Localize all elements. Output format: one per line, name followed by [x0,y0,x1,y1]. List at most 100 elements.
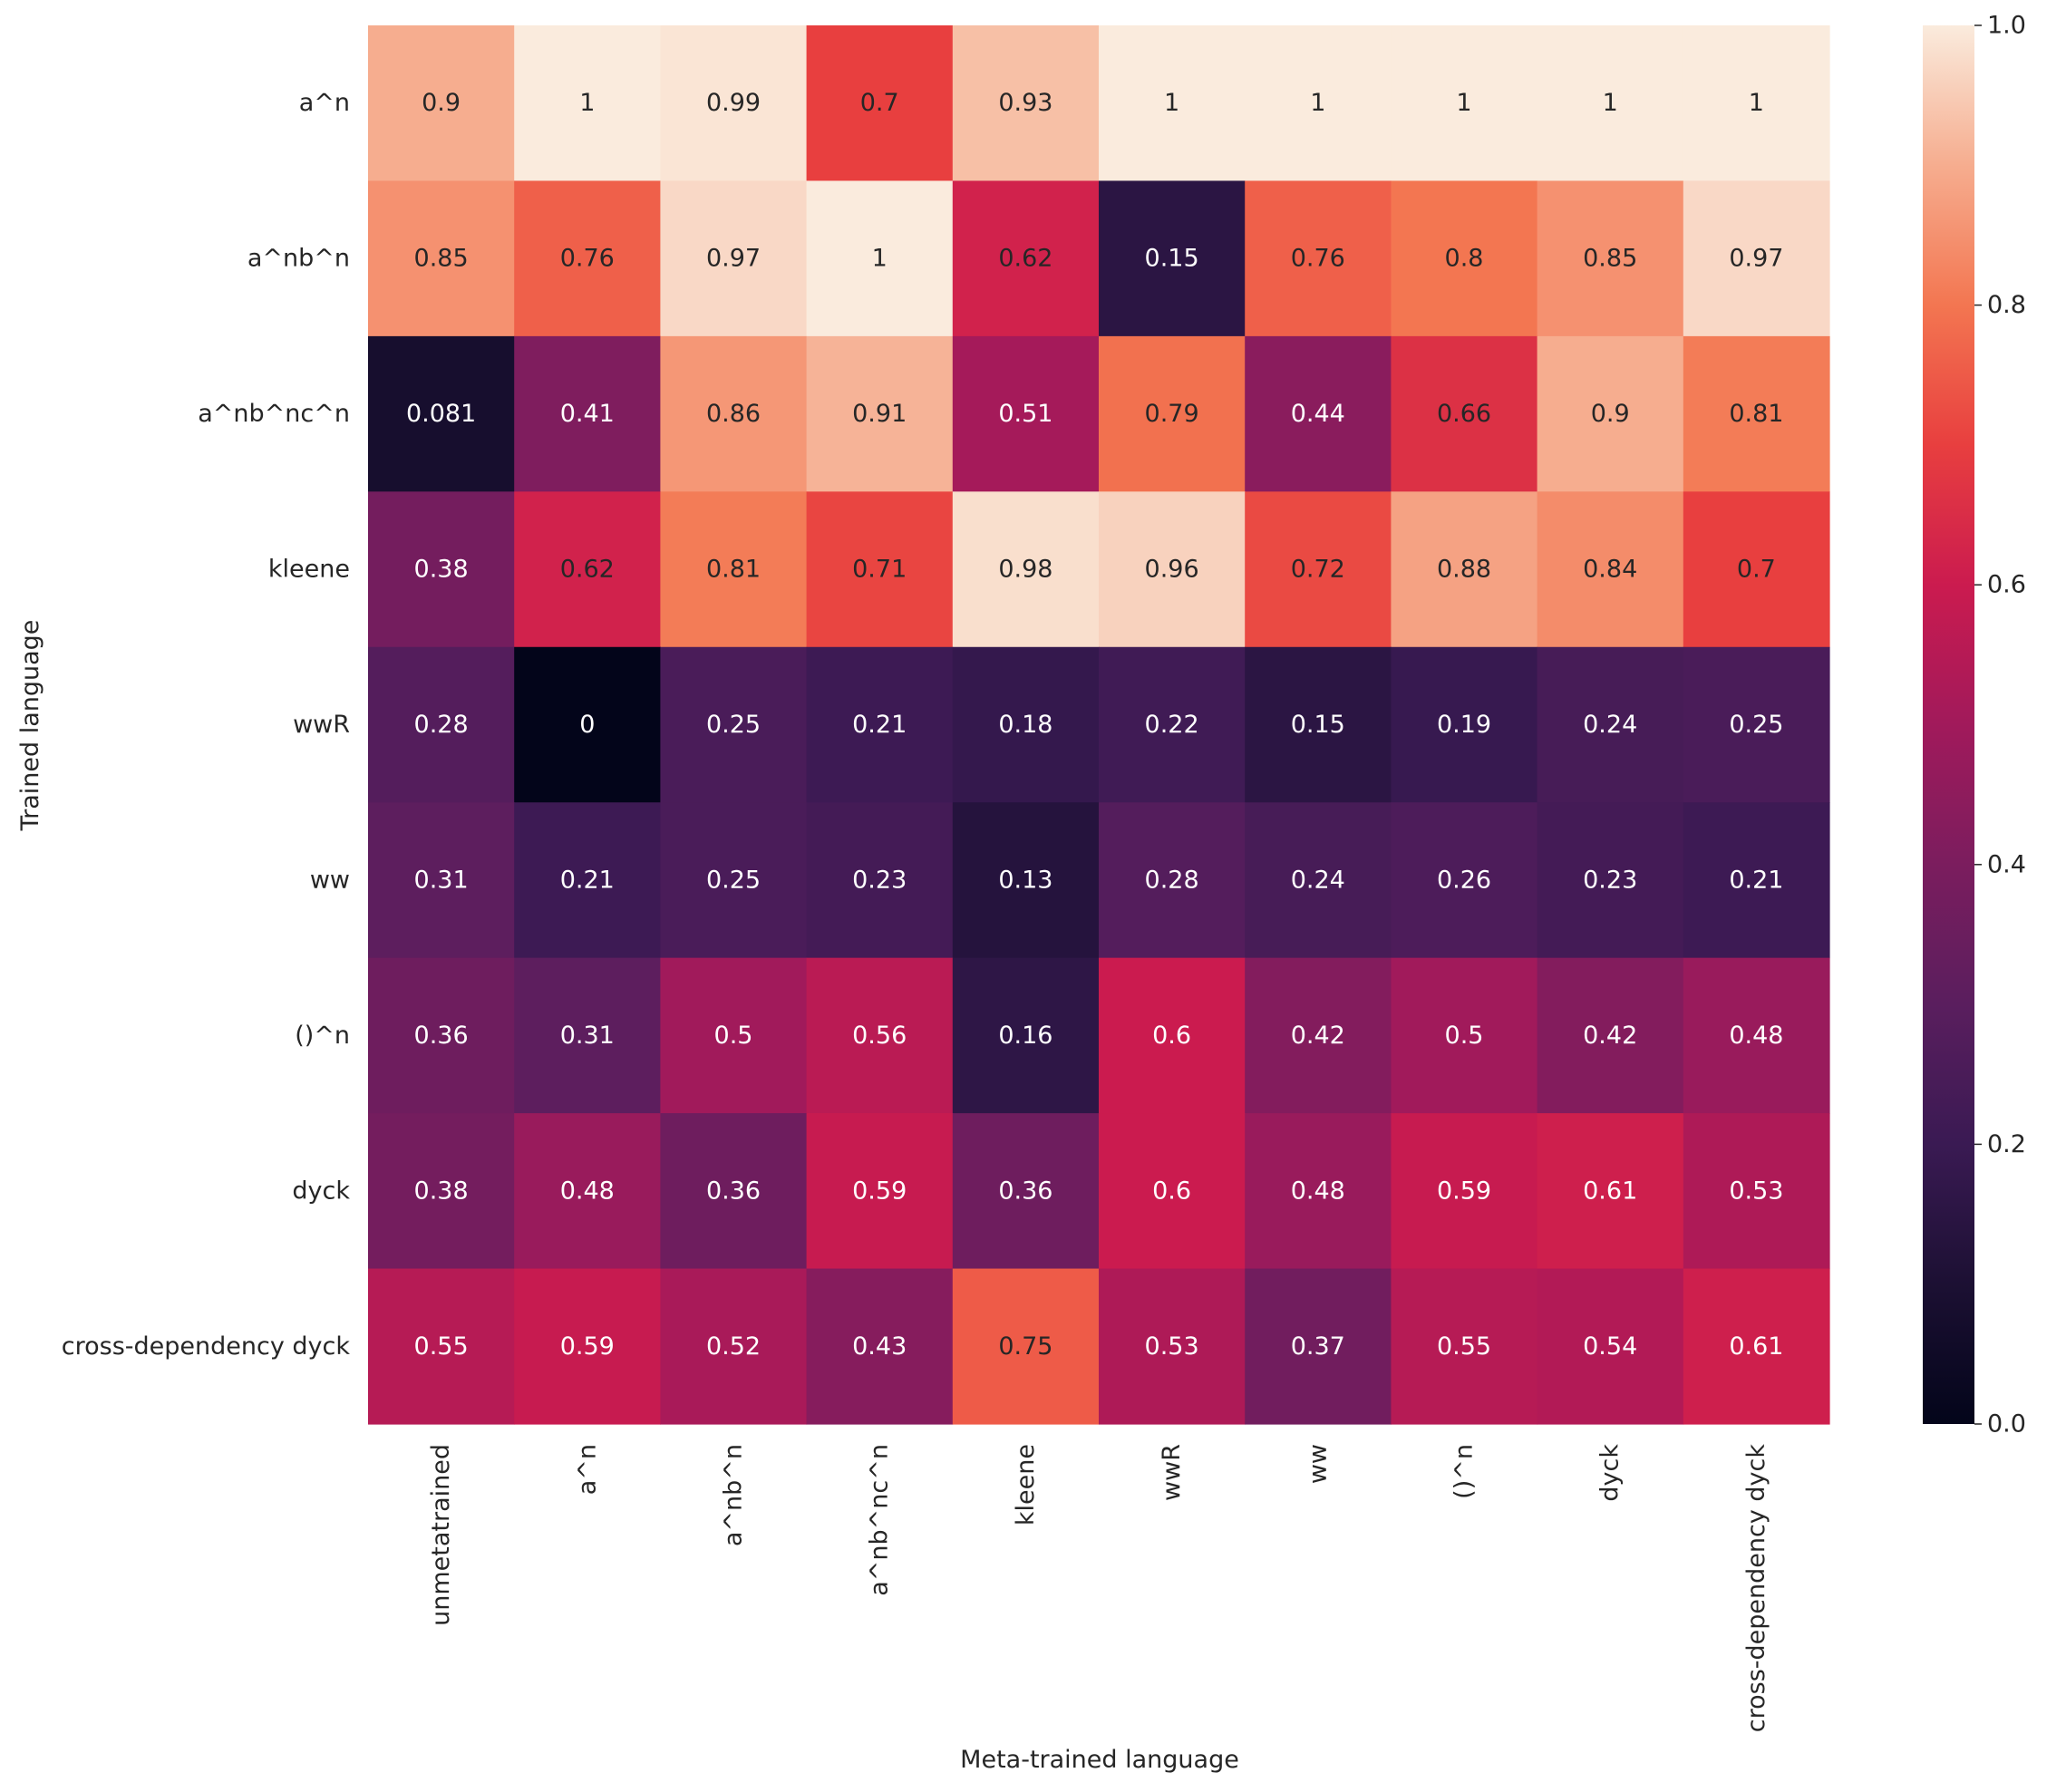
cell-value-label: 0.72 [1291,556,1345,584]
cell-value-label: 0.42 [1583,1022,1637,1050]
heatmap-cell-labels: 0.9 1 0.99 0.7 0.93 1 1 1 1 10.85 0.76 0.97 1 0.62 0.1… [406,89,1784,1361]
colorbar-tick-label: 0.2 [1987,1130,2026,1158]
heatmap-cell [1683,180,1830,337]
heatmap-cells [368,25,1830,1425]
heatmap-cell [514,335,661,492]
heatmap-cell [952,1113,1100,1270]
heatmap-cell [952,646,1100,803]
cell-value-label: 0.6 [1152,1022,1191,1050]
heatmap-cell [1391,180,1538,337]
cell-value-label: 0.96 [1145,556,1199,584]
cell-value-label: 0.84 [1583,556,1637,584]
cell-value-label: 0.81 [706,556,761,584]
cell-value-label: 0.36 [998,1177,1052,1205]
heatmap-cell [1391,491,1538,648]
cell-value-label: 0.55 [1437,1332,1491,1361]
cell-value-label: 0.53 [1729,1177,1783,1205]
cell-value-label: 0.86 [706,400,761,428]
heatmap-cell [1683,335,1830,492]
x-tick-label: ww [1304,1444,1332,1484]
cell-value-label: 0.76 [560,245,615,273]
heatmap-cell [1099,802,1246,959]
heatmap-cell [368,802,515,959]
cell-value-label: 0.13 [998,866,1052,894]
cell-value-label: 0.7 [860,89,899,117]
heatmap-cell [1391,25,1538,182]
cell-value-label: 0.37 [1291,1332,1345,1361]
heatmap-cell [660,180,808,337]
heatmap-cell [1245,1113,1392,1270]
cell-value-label: 0.59 [852,1177,907,1205]
cell-value-label: 0.24 [1583,711,1637,739]
cell-value-label: 0.55 [414,1332,469,1361]
heatmap-cell [660,802,808,959]
heatmap-cell [1537,646,1684,803]
cell-value-label: 0.62 [560,556,615,584]
cell-value-label: 0.93 [998,89,1052,117]
cell-value-label: 0.54 [1583,1332,1637,1361]
cell-value-label: 0.97 [706,245,761,273]
cell-value-label: 0.25 [706,711,761,739]
heatmap-cell [1099,25,1246,182]
cell-value-label: 0.66 [1437,400,1491,428]
heatmap-cell [1245,957,1392,1114]
colorbar [1923,25,1974,1424]
colorbar-tick-label: 0.6 [1987,571,2026,599]
heatmap-cell [952,957,1100,1114]
heatmap-cell [660,25,808,182]
cell-value-label: 0.48 [1291,1177,1345,1205]
cell-value-label: 0.43 [852,1332,907,1361]
heatmap-cell [806,646,954,803]
cell-value-label: 0.97 [1729,245,1783,273]
cell-value-label: 0.081 [406,400,476,428]
cell-value-label: 0.5 [1445,1022,1484,1050]
x-tick-label: a^nb^nc^n [866,1444,894,1596]
cell-value-label: 0.19 [1437,711,1491,739]
heatmap-cell [368,25,515,182]
cell-value-label: 0.98 [998,556,1052,584]
heatmap-cell [368,957,515,1114]
cell-value-label: 0.91 [852,400,907,428]
cell-value-label: 0.59 [560,1332,615,1361]
heatmap-cell [660,335,808,492]
cell-value-label: 1 [1456,89,1471,117]
heatmap-cell [1099,1268,1246,1425]
y-tick-label: dyck [292,1177,350,1205]
heatmap-cell [806,1268,954,1425]
y-tick-label: a^n [299,89,350,117]
colorbar-tick-labels: 0.0 0.2 0.4 0.6 0.8 1.0 [1974,12,2026,1438]
heatmap-cell [1537,802,1684,959]
cell-value-label: 0.15 [1145,245,1199,273]
cell-value-label: 0.85 [1583,245,1637,273]
cell-value-label: 0.61 [1583,1177,1637,1205]
heatmap-cell [1245,180,1392,337]
cell-value-label: 0.76 [1291,245,1345,273]
cell-value-label: 0 [579,711,595,739]
heatmap-cell [514,646,661,803]
y-tick-label: wwR [293,711,350,739]
heatmap-cell [1245,25,1392,182]
y-tick-label: ()^n [295,1022,350,1050]
heatmap-cell [514,802,661,959]
cell-value-label: 0.23 [1583,866,1637,894]
heatmap-cell [952,1268,1100,1425]
heatmap-cell [1683,646,1830,803]
cell-value-label: 0.59 [1437,1177,1491,1205]
heatmap-cell [1683,25,1830,182]
heatmap-cell [1391,1268,1538,1425]
cell-value-label: 1 [579,89,595,117]
heatmap-cell [1537,1113,1684,1270]
cell-value-label: 0.44 [1291,400,1345,428]
y-axis-label: Trained language [16,620,44,832]
heatmap-cell [1099,180,1246,337]
heatmap-cell [1537,1268,1684,1425]
heatmap-cell [1391,957,1538,1114]
heatmap-cell [514,180,661,337]
heatmap-cell [1537,335,1684,492]
heatmap-cell [806,491,954,648]
heatmap-cell [1099,335,1246,492]
y-tick-label: cross-dependency dyck [62,1332,351,1361]
heatmap-cell [1391,646,1538,803]
heatmap-cell [368,646,515,803]
